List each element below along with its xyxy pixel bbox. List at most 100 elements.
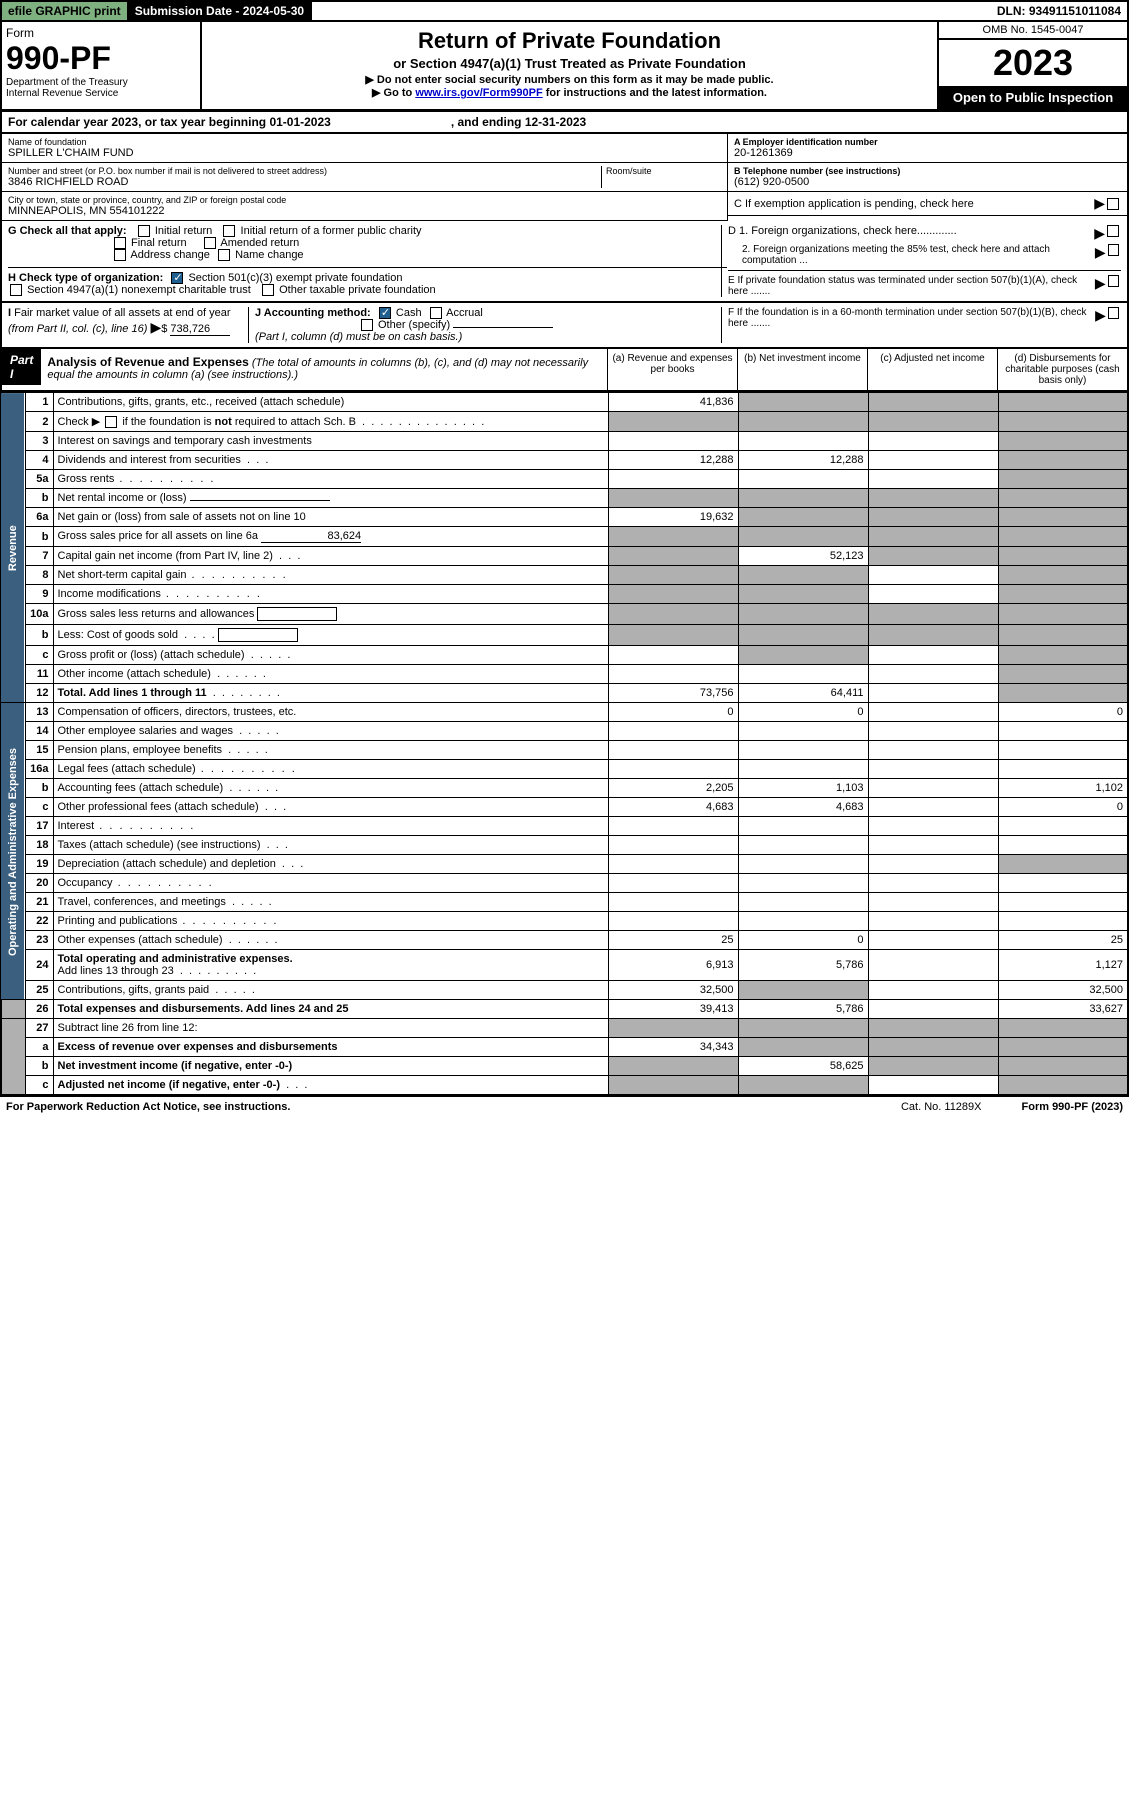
line-22: Printing and publications (53, 912, 608, 931)
e-label: E If private foundation status was termi… (728, 275, 1095, 297)
line-16c-a: 4,683 (608, 798, 738, 817)
line-6b: Gross sales price for all assets on line… (53, 527, 608, 547)
note-goto-pre: ▶ Go to (372, 87, 415, 99)
line-27b-b: 58,625 (738, 1057, 868, 1076)
note-goto-post: for instructions and the latest informat… (543, 87, 767, 99)
phone-value: (612) 920-0500 (734, 176, 1121, 188)
line-19: Depreciation (attach schedule) and deple… (53, 855, 608, 874)
line-4: Dividends and interest from securities .… (53, 451, 608, 470)
footer-form: Form 990-PF (2023) (1022, 1101, 1124, 1113)
form990pf-link[interactable]: www.irs.gov/Form990PF (415, 87, 542, 99)
line-16c-d: 0 (998, 798, 1128, 817)
col-d-hdr: (d) Disbursements for charitable purpose… (997, 349, 1127, 390)
chk-e[interactable] (1108, 275, 1119, 287)
line-6a: Net gain or (loss) from sale of assets n… (53, 508, 608, 527)
tax-year: 2023 (939, 40, 1127, 86)
calendar-year-row: For calendar year 2023, or tax year begi… (0, 111, 1129, 134)
chk-other-method[interactable] (361, 319, 373, 331)
line-1: Contributions, gifts, grants, etc., rece… (53, 393, 608, 412)
dln: DLN: 93491151011084 (991, 2, 1127, 20)
line-4-a: 12,288 (608, 451, 738, 470)
f-label: F If the foundation is in a 60-month ter… (728, 307, 1095, 329)
form-title: Return of Private Foundation (208, 28, 931, 54)
opt-other-method: Other (specify) (378, 319, 450, 331)
line-20: Occupancy (53, 874, 608, 893)
pending-checkbox[interactable] (1107, 198, 1119, 210)
opt-address: Address change (130, 249, 210, 261)
line-9: Income modifications (53, 585, 608, 604)
opt-initial: Initial return (155, 225, 212, 237)
cal-begin: For calendar year 2023, or tax year begi… (8, 115, 331, 129)
phone-label: B Telephone number (see instructions) (734, 166, 900, 176)
opt-amended: Amended return (220, 237, 299, 249)
entity-info: Name of foundation SPILLER L'CHAIM FUND … (0, 134, 1129, 221)
foundation-city: MINNEAPOLIS, MN 554101222 (8, 205, 721, 217)
line-12: Total. Add lines 1 through 11 . . . . . … (53, 684, 608, 703)
chk-f[interactable] (1108, 307, 1119, 319)
line-26-a: 39,413 (608, 1000, 738, 1019)
line-24-b: 5,786 (738, 950, 868, 981)
name-label: Name of foundation (8, 137, 721, 147)
part1-header: Part I Analysis of Revenue and Expenses … (0, 349, 1129, 392)
line-23-d: 25 (998, 931, 1128, 950)
chk-address[interactable] (114, 249, 126, 261)
line-12-b: 64,411 (738, 684, 868, 703)
line-4-b: 12,288 (738, 451, 868, 470)
line-27b: Net investment income (if negative, ente… (53, 1057, 608, 1076)
submission-date: Submission Date - 2024-05-30 (129, 2, 312, 20)
part1-title: Analysis of Revenue and Expenses (47, 355, 248, 369)
opt-4947: Section 4947(a)(1) nonexempt charitable … (27, 284, 251, 296)
omb-number: OMB No. 1545-0047 (939, 22, 1127, 40)
opt-name: Name change (235, 249, 304, 261)
line-27: Subtract line 26 from line 12: (53, 1019, 608, 1038)
opt-accrual: Accrual (446, 307, 483, 319)
line-2: Check ▶ if the foundation is not require… (53, 412, 608, 432)
chk-501c3[interactable] (171, 272, 183, 284)
irs-label: Internal Revenue Service (6, 88, 196, 99)
h-label: H Check type of organization: (8, 272, 163, 284)
opt-501c3: Section 501(c)(3) exempt private foundat… (188, 272, 402, 284)
d1-label: D 1. Foreign organizations, check here..… (728, 225, 957, 242)
form-number: 990-PF (6, 40, 196, 77)
chk-name[interactable] (218, 249, 230, 261)
chk-d1[interactable] (1107, 225, 1119, 237)
chk-other-tax[interactable] (262, 284, 274, 296)
chk-d2[interactable] (1108, 244, 1119, 256)
chk-cash[interactable] (379, 307, 391, 319)
note-ssn: ▶ Do not enter social security numbers o… (365, 74, 773, 86)
line-7: Capital gain net income (from Part IV, l… (53, 547, 608, 566)
opt-other-tax: Other taxable private foundation (279, 284, 436, 296)
line-16c-b: 4,683 (738, 798, 868, 817)
room-label: Room/suite (606, 166, 721, 176)
efile-print-btn[interactable]: efile GRAPHIC print (2, 2, 129, 20)
line-16b-b: 1,103 (738, 779, 868, 798)
pending-label: C If exemption application is pending, c… (734, 198, 974, 210)
line-13-b: 0 (738, 703, 868, 722)
line-23-a: 25 (608, 931, 738, 950)
line-5b: Net rental income or (loss) (53, 489, 608, 508)
line-8: Net short-term capital gain (53, 566, 608, 585)
part1-table: Revenue 1Contributions, gifts, grants, e… (0, 392, 1129, 1096)
col-b-hdr: (b) Net investment income (737, 349, 867, 390)
line-10b: Less: Cost of goods sold . . . . (53, 625, 608, 646)
line-27c: Adjusted net income (if negative, enter … (53, 1076, 608, 1096)
line-27a: Excess of revenue over expenses and disb… (53, 1038, 608, 1057)
cal-end: , and ending 12-31-2023 (451, 115, 586, 129)
chk-initial[interactable] (138, 225, 150, 237)
chk-amended[interactable] (204, 237, 216, 249)
form-header: Form 990-PF Department of the Treasury I… (0, 22, 1129, 111)
col-c-hdr: (c) Adjusted net income (867, 349, 997, 390)
line-17: Interest (53, 817, 608, 836)
foundation-name: SPILLER L'CHAIM FUND (8, 147, 721, 159)
col-a-hdr: (a) Revenue and expenses per books (607, 349, 737, 390)
line-13: Compensation of officers, directors, tru… (53, 703, 608, 722)
dept-treasury: Department of the Treasury (6, 77, 196, 88)
chk-4947[interactable] (10, 284, 22, 296)
line-26-b: 5,786 (738, 1000, 868, 1019)
chk-accrual[interactable] (430, 307, 442, 319)
line-26: Total expenses and disbursements. Add li… (53, 1000, 608, 1019)
chk-final[interactable] (114, 237, 126, 249)
chk-schb[interactable] (105, 416, 117, 428)
line-27a-a: 34,343 (608, 1038, 738, 1057)
chk-initial-former[interactable] (223, 225, 235, 237)
